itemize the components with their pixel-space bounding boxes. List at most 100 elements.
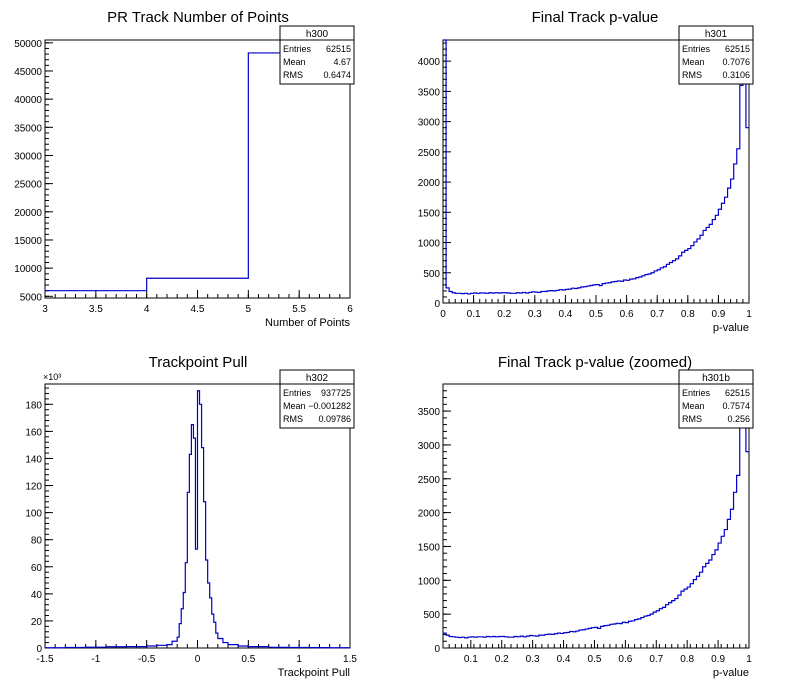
y-tick-label: 2000 [418,178,441,189]
y-tick-label: 2500 [418,148,441,159]
stats-row-label: Entries [283,388,312,398]
x-tick-label: 0 [440,309,446,320]
y-tick-label: 500 [423,269,440,280]
stats-row-label: Entries [283,44,312,54]
stats-row-value: 4.67 [333,57,351,67]
chart-title: PR Track Number of Points [107,9,289,26]
y-tick-label: 1000 [418,239,441,250]
y-tick-label: 45000 [14,67,42,78]
x-tick-label: 6 [347,304,353,315]
y-tick-label: 140 [25,454,42,465]
x-tick-label: 0 [195,654,201,665]
x-tick-label: 1 [746,654,752,665]
stats-name: h301b [702,373,730,384]
y-tick-label: 25000 [14,180,42,191]
y-tick-label: 3000 [418,441,441,452]
y-tick-label: 20000 [14,208,42,219]
y-tick-label: 4000 [418,57,441,68]
y-tick-label: 80 [31,536,43,547]
stats-row-value: −0.001282 [308,401,351,411]
stats-row-label: Entries [682,388,711,398]
x-axis-label: Number of Points [265,317,350,329]
x-tick-label: 1 [296,654,302,665]
x-tick-label: 0.1 [464,654,478,665]
y-tick-label: 500 [423,610,440,621]
y-tick-label: 1500 [418,208,441,219]
x-tick-label: 0.4 [557,654,571,665]
y-tick-label: 2500 [418,475,441,486]
x-tick-label: 4.5 [191,304,205,315]
x-tick-label: 5.5 [292,304,306,315]
stats-row-label: Mean [682,57,705,67]
x-tick-label: 0.7 [649,654,663,665]
stats-row-label: RMS [283,414,303,424]
y-tick-label: 120 [25,482,42,493]
x-axis-label: p-value [713,322,749,334]
stats-row-value: 62515 [725,44,750,54]
x-tick-label: 0.9 [711,309,725,320]
stats-name: h301 [705,29,728,40]
chart-title: Trackpoint Pull [149,354,248,371]
stats-row-label: RMS [682,70,702,80]
x-tick-label: 0.4 [558,309,572,320]
x-tick-label: 5 [246,304,252,315]
stats-box [279,369,355,429]
x-tick-label: 0.8 [680,654,694,665]
y-tick-label: 20 [31,617,43,628]
y-tick-label: 5000 [20,292,43,303]
stats-box [279,25,355,85]
histogram-series [45,52,350,292]
x-tick-label: 3.5 [89,304,103,315]
stats-name: h302 [306,373,329,384]
x-tick-label: 0.2 [495,654,509,665]
y-tick-label: 1500 [418,542,441,553]
x-axis-label: p-value [713,667,749,679]
x-axis-label: Trackpoint Pull [278,667,350,679]
x-tick-label: -1 [91,654,100,665]
stats-box [678,369,754,429]
y-tick-label: 0 [434,644,440,655]
x-tick-label: 0.5 [241,654,255,665]
stats-name: h300 [306,29,329,40]
y-tick-label: 160 [25,427,42,438]
y-tick-label: 15000 [14,236,42,247]
y-tick-label: 40000 [14,95,42,106]
y-tick-label: 50000 [14,39,42,50]
y-tick-label: 60 [31,563,43,574]
x-tick-label: 0.9 [711,654,725,665]
chart-title: Final Track p-value [532,9,659,26]
x-tick-label: 0.7 [650,309,664,320]
y-tick-label: 100 [25,509,42,520]
stats-row-label: RMS [682,414,702,424]
stats-row-label: Mean [283,401,306,411]
x-tick-label: 0.3 [526,654,540,665]
x-tick-label: 1.5 [343,654,357,665]
histogram-series [45,390,350,649]
y-tick-label: 180 [25,400,42,411]
y-tick-label: 3500 [418,407,441,418]
stats-row-value: 0.3106 [722,70,750,80]
chart-title: Final Track p-value (zoomed) [498,354,692,371]
stats-row-value: 0.09786 [318,414,351,424]
y-tick-label: 1000 [418,576,441,587]
stats-box [678,25,754,85]
x-tick-label: 0.6 [620,309,634,320]
stats-row-value: 0.7574 [722,401,750,411]
y-tick-label: 35000 [14,123,42,134]
x-tick-label: 0.6 [618,654,632,665]
y-tick-label: 10000 [14,264,42,275]
stats-row-value: 62515 [725,388,750,398]
x-tick-label: 1 [746,309,752,320]
y-tick-label: 2000 [418,509,441,520]
y-tick-label: 3000 [418,118,441,129]
histogram-series [443,39,749,295]
x-tick-label: 0.2 [497,309,511,320]
histogram-series [443,383,749,639]
stats-row-value: 0.256 [727,414,750,424]
stats-row-value: 0.6474 [323,70,351,80]
y-tick-label: 3500 [418,87,441,98]
stats-row-value: 937725 [321,388,351,398]
stats-row-value: 0.7076 [722,57,750,67]
y-tick-label: 0 [434,299,440,310]
